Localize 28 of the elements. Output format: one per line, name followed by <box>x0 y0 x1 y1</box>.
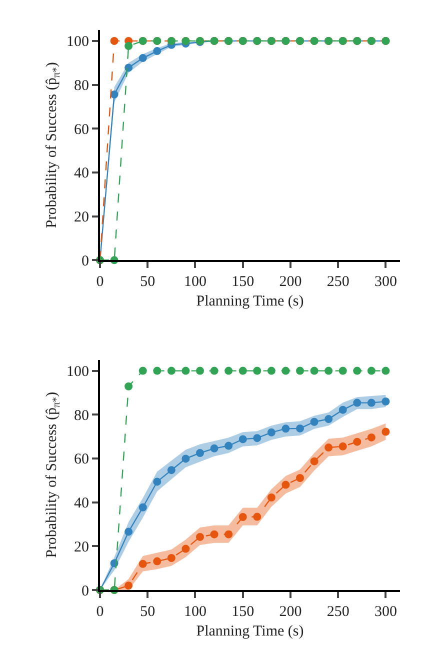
y-tick-label: 80 <box>74 408 89 424</box>
x-tick-label: 50 <box>140 274 156 290</box>
x-tick-label: 250 <box>326 274 350 290</box>
y-tick-label: 20 <box>74 539 89 556</box>
x-tick-label: 150 <box>232 274 254 290</box>
y-tick-label: 0 <box>82 583 89 600</box>
x-axis-title: Planning Time (s) <box>196 624 304 640</box>
x-tick-label: 250 <box>326 604 350 620</box>
x-axis-title: Planning Time (s) <box>196 294 304 310</box>
x-tick-label: 200 <box>279 274 302 290</box>
y-tick-label: 40 <box>74 166 89 182</box>
y-tick-label: 60 <box>74 122 89 138</box>
y-tick-label: 0 <box>82 253 89 270</box>
x-tick-label: 0 <box>96 274 104 290</box>
x-tick-label: 200 <box>279 604 302 620</box>
y-tick-label: 60 <box>74 452 89 468</box>
x-tick-label: 50 <box>140 604 156 620</box>
y-tick-label: 80 <box>74 78 89 94</box>
y-tick-label: 20 <box>74 210 89 226</box>
y-tick-label: 40 <box>74 496 89 512</box>
x-tick-label: 100 <box>184 274 206 290</box>
y-tick-label: 100 <box>66 34 89 50</box>
x-tick-label: 150 <box>232 604 254 620</box>
x-tick-label: 0 <box>96 604 104 620</box>
y-tick-label: 100 <box>66 364 89 380</box>
x-tick-label: 300 <box>374 274 397 290</box>
x-tick-label: 300 <box>374 604 397 620</box>
x-tick-label: 100 <box>184 604 206 620</box>
